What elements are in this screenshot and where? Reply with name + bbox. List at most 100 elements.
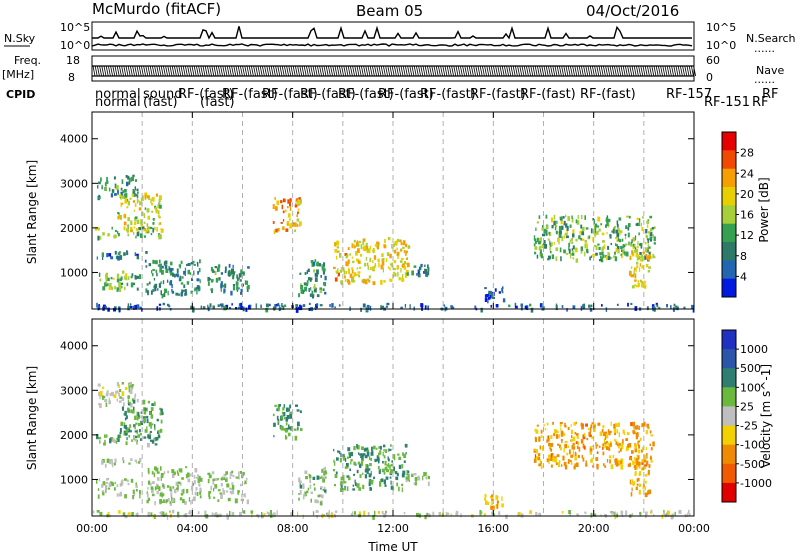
- data-cell: [126, 229, 129, 233]
- data-cell: [213, 487, 215, 492]
- nsearch-tick-bottom: 10^0: [706, 39, 736, 52]
- data-cell: [266, 303, 269, 308]
- data-cell: [105, 186, 107, 191]
- data-cell: [316, 294, 320, 298]
- data-cell: [382, 263, 384, 268]
- data-cell: [582, 434, 586, 440]
- data-cell: [559, 247, 562, 253]
- freq-hatch: [642, 65, 646, 77]
- data-cell: [211, 512, 214, 516]
- data-cell: [96, 302, 98, 308]
- data-cell: [135, 482, 137, 487]
- data-cell: [498, 291, 501, 294]
- data-cell: [197, 474, 200, 479]
- data-cell: [391, 460, 394, 463]
- freq-hatch: [532, 65, 536, 77]
- data-cell: [585, 423, 588, 427]
- data-cell: [188, 511, 192, 515]
- data-cell: [322, 271, 325, 275]
- data-cell: [426, 274, 429, 278]
- data-cell: [120, 191, 123, 197]
- data-cell: [479, 510, 482, 514]
- data-cell: [597, 444, 599, 447]
- data-cell: [563, 447, 565, 453]
- data-cell: [316, 475, 320, 480]
- data-cell: [688, 513, 691, 517]
- data-cell: [139, 306, 142, 310]
- freq-hatch: [424, 65, 428, 77]
- data-cell: [580, 214, 583, 220]
- nsky-traces: [91, 25, 693, 47]
- freq-hatch: [673, 65, 677, 77]
- data-cell: [123, 252, 126, 256]
- freq-hatch: [108, 65, 111, 77]
- data-cell: [126, 251, 129, 256]
- data-cell: [602, 432, 606, 437]
- data-cell: [275, 228, 278, 233]
- freq-hatch: [402, 65, 406, 77]
- freq-hatch: [220, 65, 223, 77]
- data-cell: [397, 453, 400, 456]
- data-cell: [132, 174, 135, 177]
- data-cell: [648, 464, 651, 468]
- data-cell: [343, 456, 346, 461]
- data-cell: [273, 229, 276, 235]
- freq-hatch: [198, 65, 201, 77]
- data-cell: [121, 202, 124, 205]
- data-cell: [114, 193, 117, 196]
- data-cell: [567, 445, 569, 448]
- data-cell: [357, 271, 361, 274]
- data-cell: [152, 218, 155, 221]
- data-cell: [111, 461, 114, 467]
- data-cell: [298, 221, 302, 226]
- data-cell: [563, 220, 566, 226]
- data-cell: [417, 269, 421, 272]
- data-cell: [369, 245, 372, 250]
- data-cell: [118, 434, 121, 438]
- data-cell: [160, 281, 162, 284]
- data-cell: [594, 231, 597, 236]
- data-cell: [184, 271, 186, 276]
- data-cell: [110, 459, 113, 462]
- data-cell: [304, 470, 308, 475]
- data-cell: [349, 453, 351, 458]
- data-cell: [215, 512, 218, 516]
- data-cell: [585, 463, 588, 467]
- data-cell: [321, 494, 324, 499]
- data-cell: [229, 487, 233, 490]
- data-cell: [399, 239, 402, 243]
- data-cell: [592, 253, 595, 258]
- data-cell: [133, 406, 135, 411]
- data-cell: [96, 510, 100, 513]
- data-cell: [574, 456, 577, 461]
- data-cell: [388, 462, 390, 468]
- parameter-strips: N.Sky 10^5 10^0 10^5 10^0 N.Search .....…: [2, 21, 796, 110]
- data-cell: [120, 282, 124, 285]
- data-cell: [131, 387, 133, 390]
- data-cell: [631, 487, 633, 492]
- freq-hatch: [545, 65, 549, 77]
- freq-hatch: [123, 65, 127, 77]
- data-cell: [275, 206, 278, 209]
- freq-hatch: [182, 65, 186, 77]
- freq-hatch: [262, 65, 265, 77]
- data-cell: [621, 445, 624, 450]
- data-cell: [229, 476, 232, 479]
- data-cell: [119, 396, 122, 399]
- data-cell: [634, 235, 637, 241]
- data-cell: [379, 481, 382, 484]
- data-cell: [543, 241, 546, 245]
- data-cell: [143, 228, 146, 232]
- freq-hatch: [651, 65, 655, 77]
- data-cell: [619, 443, 621, 446]
- data-cell: [102, 481, 106, 486]
- data-cell: [616, 444, 620, 447]
- data-cell: [608, 443, 611, 448]
- data-cell: [110, 256, 114, 260]
- data-cell: [620, 510, 624, 515]
- cpid-row1: normal soundRF-(fast)RF-(fast)RF-(fast)RF…: [95, 87, 779, 102]
- data-cell: [407, 474, 410, 479]
- data-cell: [384, 513, 387, 517]
- data-cell: [135, 235, 137, 239]
- freq-hatch: [248, 65, 252, 77]
